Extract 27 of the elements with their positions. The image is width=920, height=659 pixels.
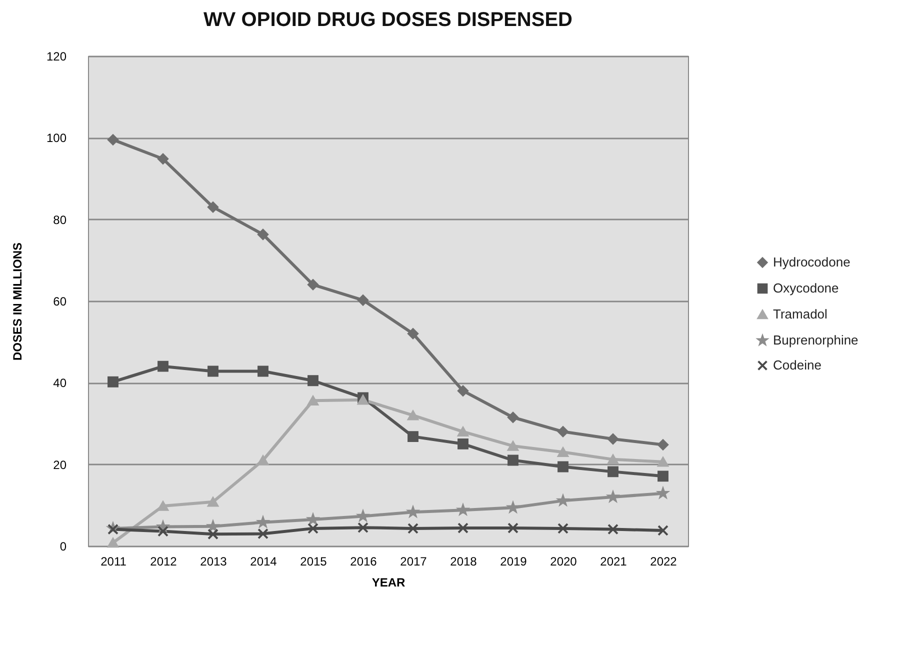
x-tick-label: 2014 [250, 554, 278, 568]
legend-label: Codeine [773, 358, 822, 372]
x-tick-label: 2020 [550, 554, 578, 568]
x-tick-label: 2022 [650, 554, 678, 568]
x-tick-label: 2017 [400, 554, 428, 568]
x-tick-label: 2011 [100, 554, 127, 568]
x-tick-label: 2018 [450, 554, 478, 568]
x-tick-label: 2016 [350, 554, 378, 568]
x-tick-label: 2013 [200, 554, 228, 568]
y-tick-label: 80 [53, 212, 67, 227]
y-tick-label: 20 [53, 458, 67, 472]
y-tick-label: 60 [53, 294, 67, 308]
y-tick-label: 0 [60, 540, 67, 554]
legend-label: Tramadol [773, 306, 828, 322]
y-tick-label: 120 [46, 50, 67, 64]
chart-title: WV OPIOID DRUG DOSES DISPENSED [204, 9, 572, 31]
x-tick-label: 2015 [300, 554, 328, 568]
x-tick-label: 2012 [150, 554, 178, 568]
legend-label: Buprenorphine [773, 332, 858, 348]
x-tick-label: 2019 [500, 554, 528, 568]
x-tick-label: 2021 [600, 554, 628, 568]
legend-label: Hydrocodone [773, 254, 850, 270]
legend-label: Oxycodone [773, 280, 839, 296]
y-tick-label: 100 [46, 131, 67, 146]
y-axis-title: DOSES IN MILLIONS [10, 242, 24, 361]
x-axis-title: YEAR [372, 576, 406, 590]
y-tick-label: 40 [53, 376, 67, 390]
